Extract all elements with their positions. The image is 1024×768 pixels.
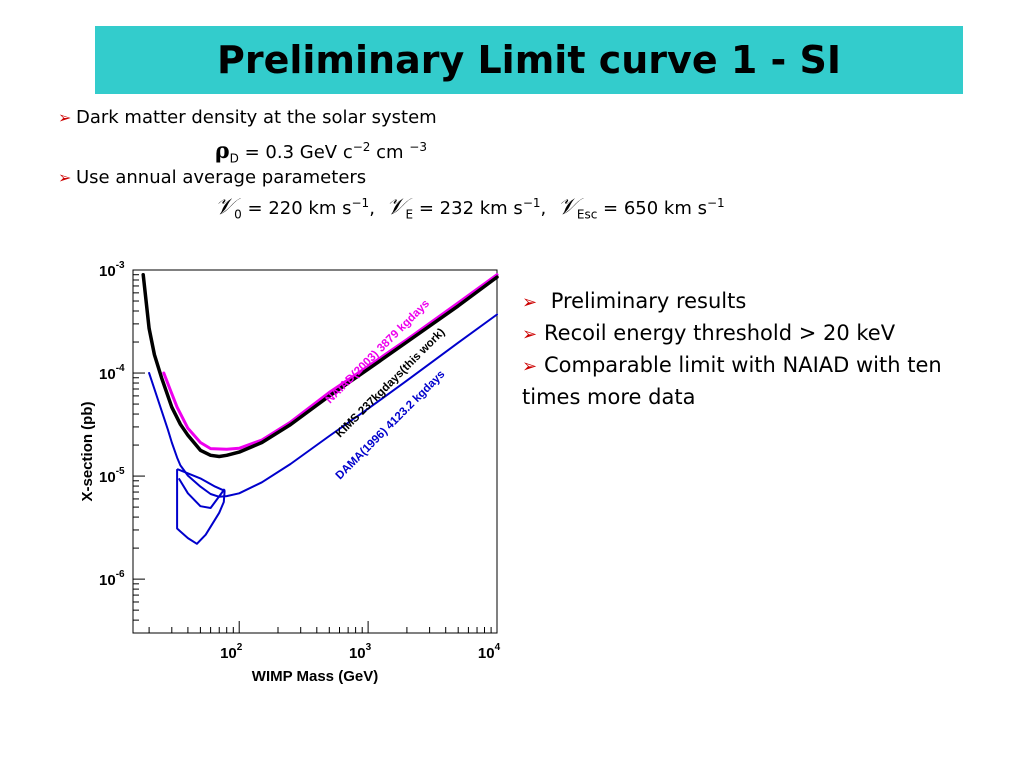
title-bar: Preliminary Limit curve 1 - SI	[95, 26, 963, 94]
y-tick-label: 10-4	[99, 363, 125, 383]
velocity-equation: 𝒱0 = 220 km s−1, 𝒱E = 232 km s−1, 𝒱Esc =…	[215, 194, 725, 222]
v0-sub: 0	[234, 207, 242, 222]
rho-exp2: −3	[409, 140, 427, 154]
v0-symbol: 𝒱	[215, 194, 235, 220]
bullet-density: ➢ Dark matter density at the solar system	[58, 107, 437, 128]
rho-text: = 0.3 GeV c	[238, 142, 353, 163]
y-tick-label: 10-6	[99, 569, 125, 589]
results-item: ➢ Comparable limit with NAIAD with ten ti…	[522, 350, 1002, 412]
vEsc-sub: Esc	[576, 207, 598, 222]
bullet-arrow-icon: ➢	[522, 324, 538, 345]
vE-symbol: 𝒱	[386, 194, 406, 220]
x-tick-label: 104	[478, 642, 501, 662]
vEsc-text: = 650 km s	[597, 198, 707, 219]
x-tick-label: 103	[349, 642, 372, 662]
rho-equation: ρD = 0.3 GeV c−2 cm −3	[215, 138, 427, 166]
y-tick-label: 10-3	[99, 260, 125, 280]
vE-text: = 232 km s	[413, 198, 523, 219]
x-axis-label: WIMP Mass (GeV)	[252, 668, 378, 685]
v0-sep: ,	[369, 198, 375, 219]
bullet-arrow-icon: ➢	[58, 168, 72, 187]
rho-sub: D	[229, 151, 239, 166]
bullet-arrow-icon: ➢	[522, 356, 538, 377]
slide-title: Preliminary Limit curve 1 - SI	[217, 38, 841, 82]
rho-symbol: ρ	[215, 138, 230, 164]
plot-frame	[132, 269, 498, 634]
x-tick-label: 102	[220, 642, 243, 662]
results-item-text: Comparable limit with NAIAD with ten tim…	[522, 353, 942, 409]
dama-allowed-region-inner	[177, 477, 226, 509]
dama-allowed-region	[176, 468, 226, 545]
chart-ticks	[133, 269, 498, 634]
rho-exp1: −2	[352, 140, 371, 154]
series-line-dama	[148, 313, 498, 498]
vEsc-exp: −1	[706, 196, 725, 210]
bullet-arrow-icon: ➢	[522, 292, 538, 313]
y-tick-label: 10-5	[99, 466, 125, 486]
y-axis-label: X-section (pb)	[79, 401, 96, 501]
rho-unit2: cm	[370, 142, 410, 163]
results-item: ➢ Preliminary results	[522, 286, 1002, 318]
chart-frame	[132, 269, 498, 634]
series-line-naiad	[162, 273, 499, 451]
results-item-text: Recoil energy threshold > 20 keV	[544, 321, 896, 345]
vE-sub: E	[405, 207, 414, 222]
results-item: ➢ Recoil energy threshold > 20 keV	[522, 318, 1002, 350]
bullet-annual-text: Use annual average parameters	[76, 167, 367, 188]
v0-text: = 220 km s	[241, 198, 352, 219]
v0-exp: −1	[351, 196, 370, 210]
series-line-kims	[141, 272, 499, 459]
vE-exp: −1	[522, 196, 541, 210]
bullet-arrow-icon: ➢	[58, 108, 72, 127]
bullet-annual: ➢ Use annual average parameters	[58, 167, 366, 188]
bullet-density-text: Dark matter density at the solar system	[76, 107, 437, 128]
vE-sep: ,	[540, 198, 547, 219]
chart-labels: 102 103 104 10-3 10-4 10-5 10-6 WIMP Mass (GeV)…	[79, 260, 501, 685]
results-list: ➢ Preliminary results ➢ Recoil energy thr…	[522, 286, 1002, 412]
chart-series	[141, 272, 499, 545]
results-item-text: Preliminary results	[550, 289, 747, 313]
vEsc-symbol: 𝒱	[557, 194, 577, 220]
